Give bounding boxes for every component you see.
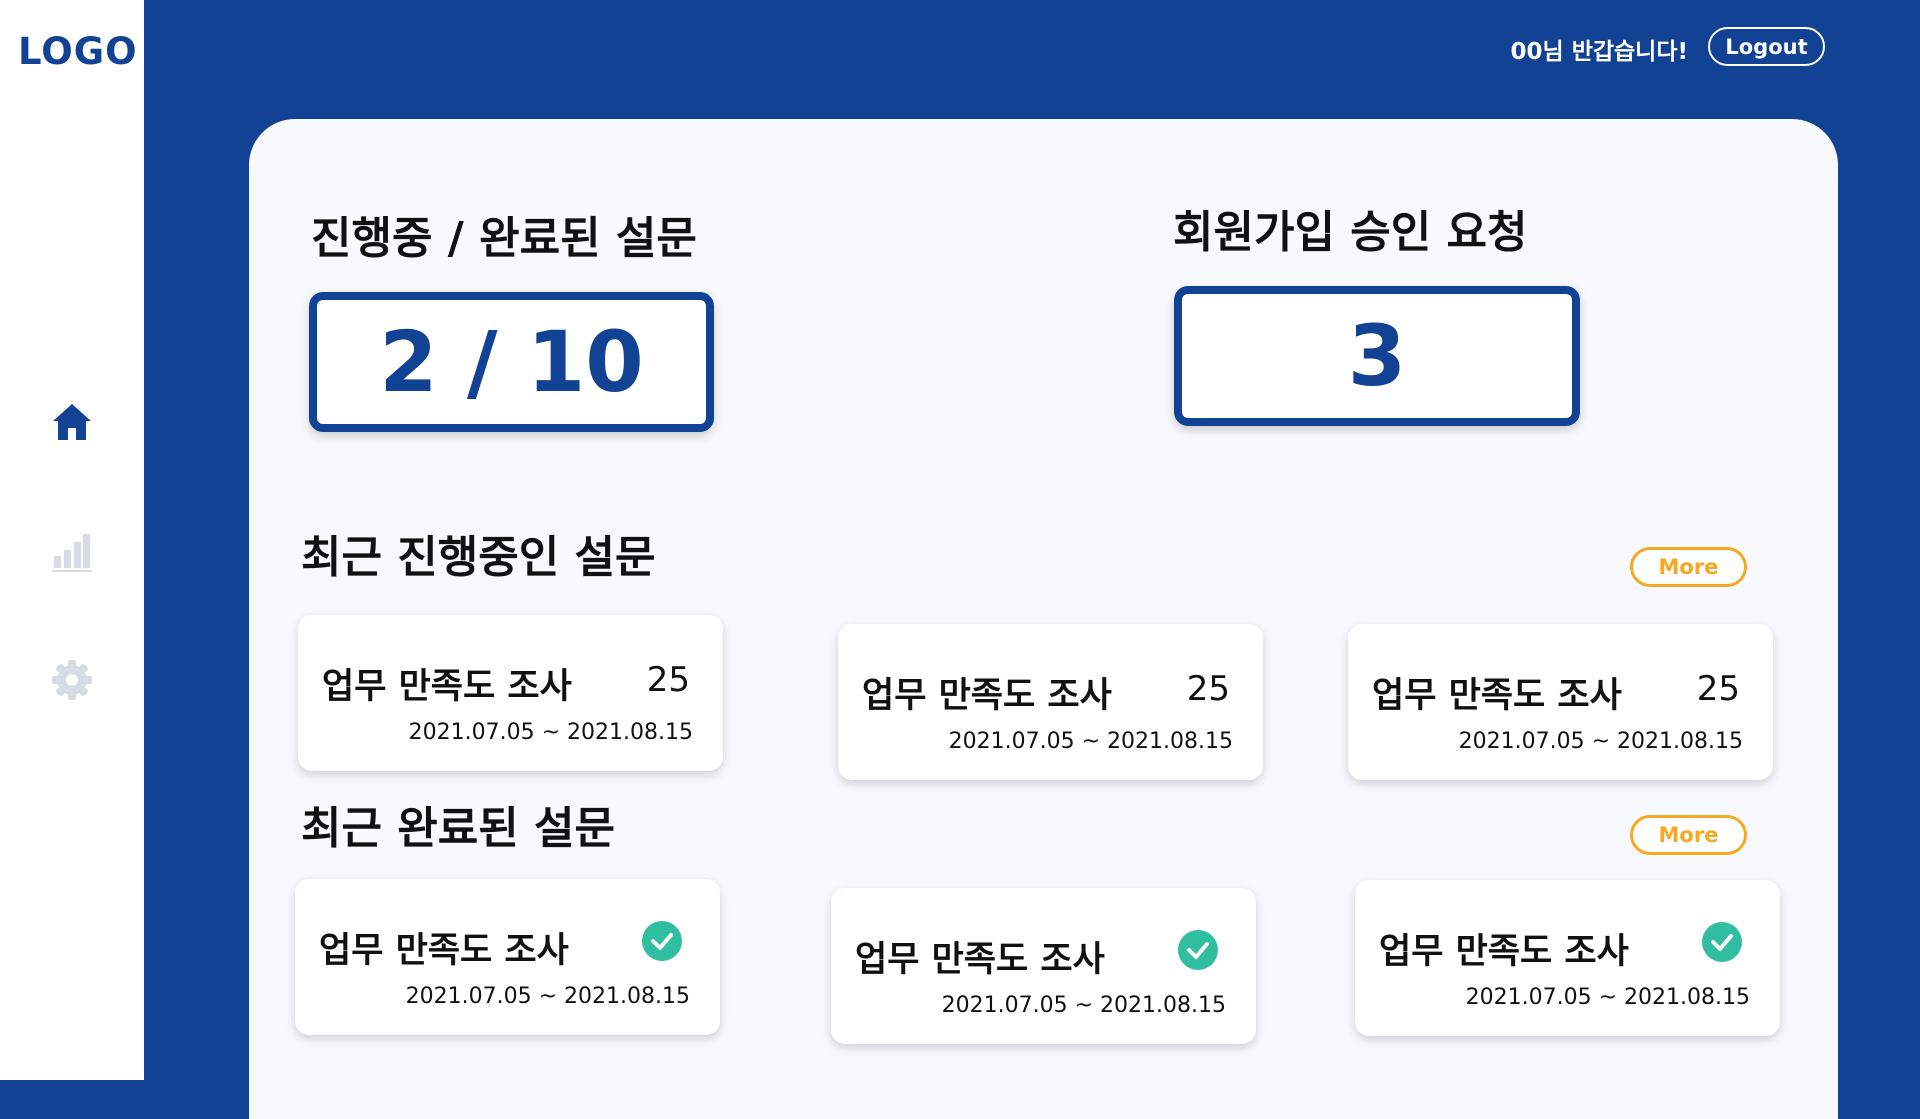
survey-title: 업무 만족도 조사 (322, 667, 572, 707)
completed-survey-card[interactable]: 업무 만족도 조사 2021.07.05 ~ 2021.08.15 (295, 879, 720, 1035)
survey-period: 2021.07.05 ~ 2021.08.15 (405, 984, 690, 1009)
ongoing-more-button[interactable]: More (1630, 547, 1747, 587)
progress-stat-box[interactable]: 2 / 10 (309, 292, 714, 432)
completed-survey-card[interactable]: 업무 만족도 조사 2021.07.05 ~ 2021.08.15 (831, 888, 1256, 1044)
survey-period: 2021.07.05 ~ 2021.08.15 (941, 993, 1226, 1018)
progress-title: 진행중 / 완료된 설문 (311, 213, 697, 264)
signup-request-stat-box[interactable]: 3 (1174, 286, 1580, 426)
check-circle-icon (642, 921, 682, 961)
recent-completed-title: 최근 완료된 설문 (301, 803, 615, 854)
completed-more-button[interactable]: More (1630, 815, 1747, 855)
signup-request-title: 회원가입 승인 요청 (1173, 207, 1528, 258)
survey-title: 업무 만족도 조사 (855, 940, 1105, 980)
check-circle-icon (1702, 922, 1742, 962)
survey-period: 2021.07.05 ~ 2021.08.15 (1465, 985, 1750, 1010)
top-bar: 00님 반갑습니다! Logout (144, 0, 1920, 118)
survey-period: 2021.07.05 ~ 2021.08.15 (408, 720, 693, 745)
dashboard-panel: 진행중 / 완료된 설문 2 / 10 회원가입 승인 요청 3 최근 진행중인… (249, 119, 1838, 1119)
ongoing-survey-card[interactable]: 업무 만족도 조사 25 2021.07.05 ~ 2021.08.15 (298, 615, 723, 771)
survey-period: 2021.07.05 ~ 2021.08.15 (1458, 729, 1743, 754)
logo[interactable]: LOGO (18, 30, 138, 73)
gear-icon[interactable] (50, 658, 94, 702)
sidebar: LOGO (0, 0, 144, 1080)
response-count: 25 (646, 660, 690, 700)
ongoing-survey-card[interactable]: 업무 만족도 조사 25 2021.07.05 ~ 2021.08.15 (838, 624, 1263, 780)
logout-button[interactable]: Logout (1708, 27, 1825, 66)
survey-period: 2021.07.05 ~ 2021.08.15 (948, 729, 1233, 754)
survey-title: 업무 만족도 조사 (862, 676, 1112, 716)
check-circle-icon (1178, 930, 1218, 970)
bar-chart-icon[interactable] (50, 530, 94, 574)
response-count: 25 (1696, 669, 1740, 709)
greeting-text: 00님 반갑습니다! (1510, 39, 1688, 65)
ongoing-survey-card[interactable]: 업무 만족도 조사 25 2021.07.05 ~ 2021.08.15 (1348, 624, 1773, 780)
response-count: 25 (1186, 669, 1230, 709)
survey-title: 업무 만족도 조사 (1379, 932, 1629, 972)
survey-title: 업무 만족도 조사 (319, 931, 569, 971)
recent-ongoing-title: 최근 진행중인 설문 (301, 532, 656, 583)
completed-survey-card[interactable]: 업무 만족도 조사 2021.07.05 ~ 2021.08.15 (1355, 880, 1780, 1036)
home-icon[interactable] (50, 400, 94, 444)
survey-title: 업무 만족도 조사 (1372, 676, 1622, 716)
